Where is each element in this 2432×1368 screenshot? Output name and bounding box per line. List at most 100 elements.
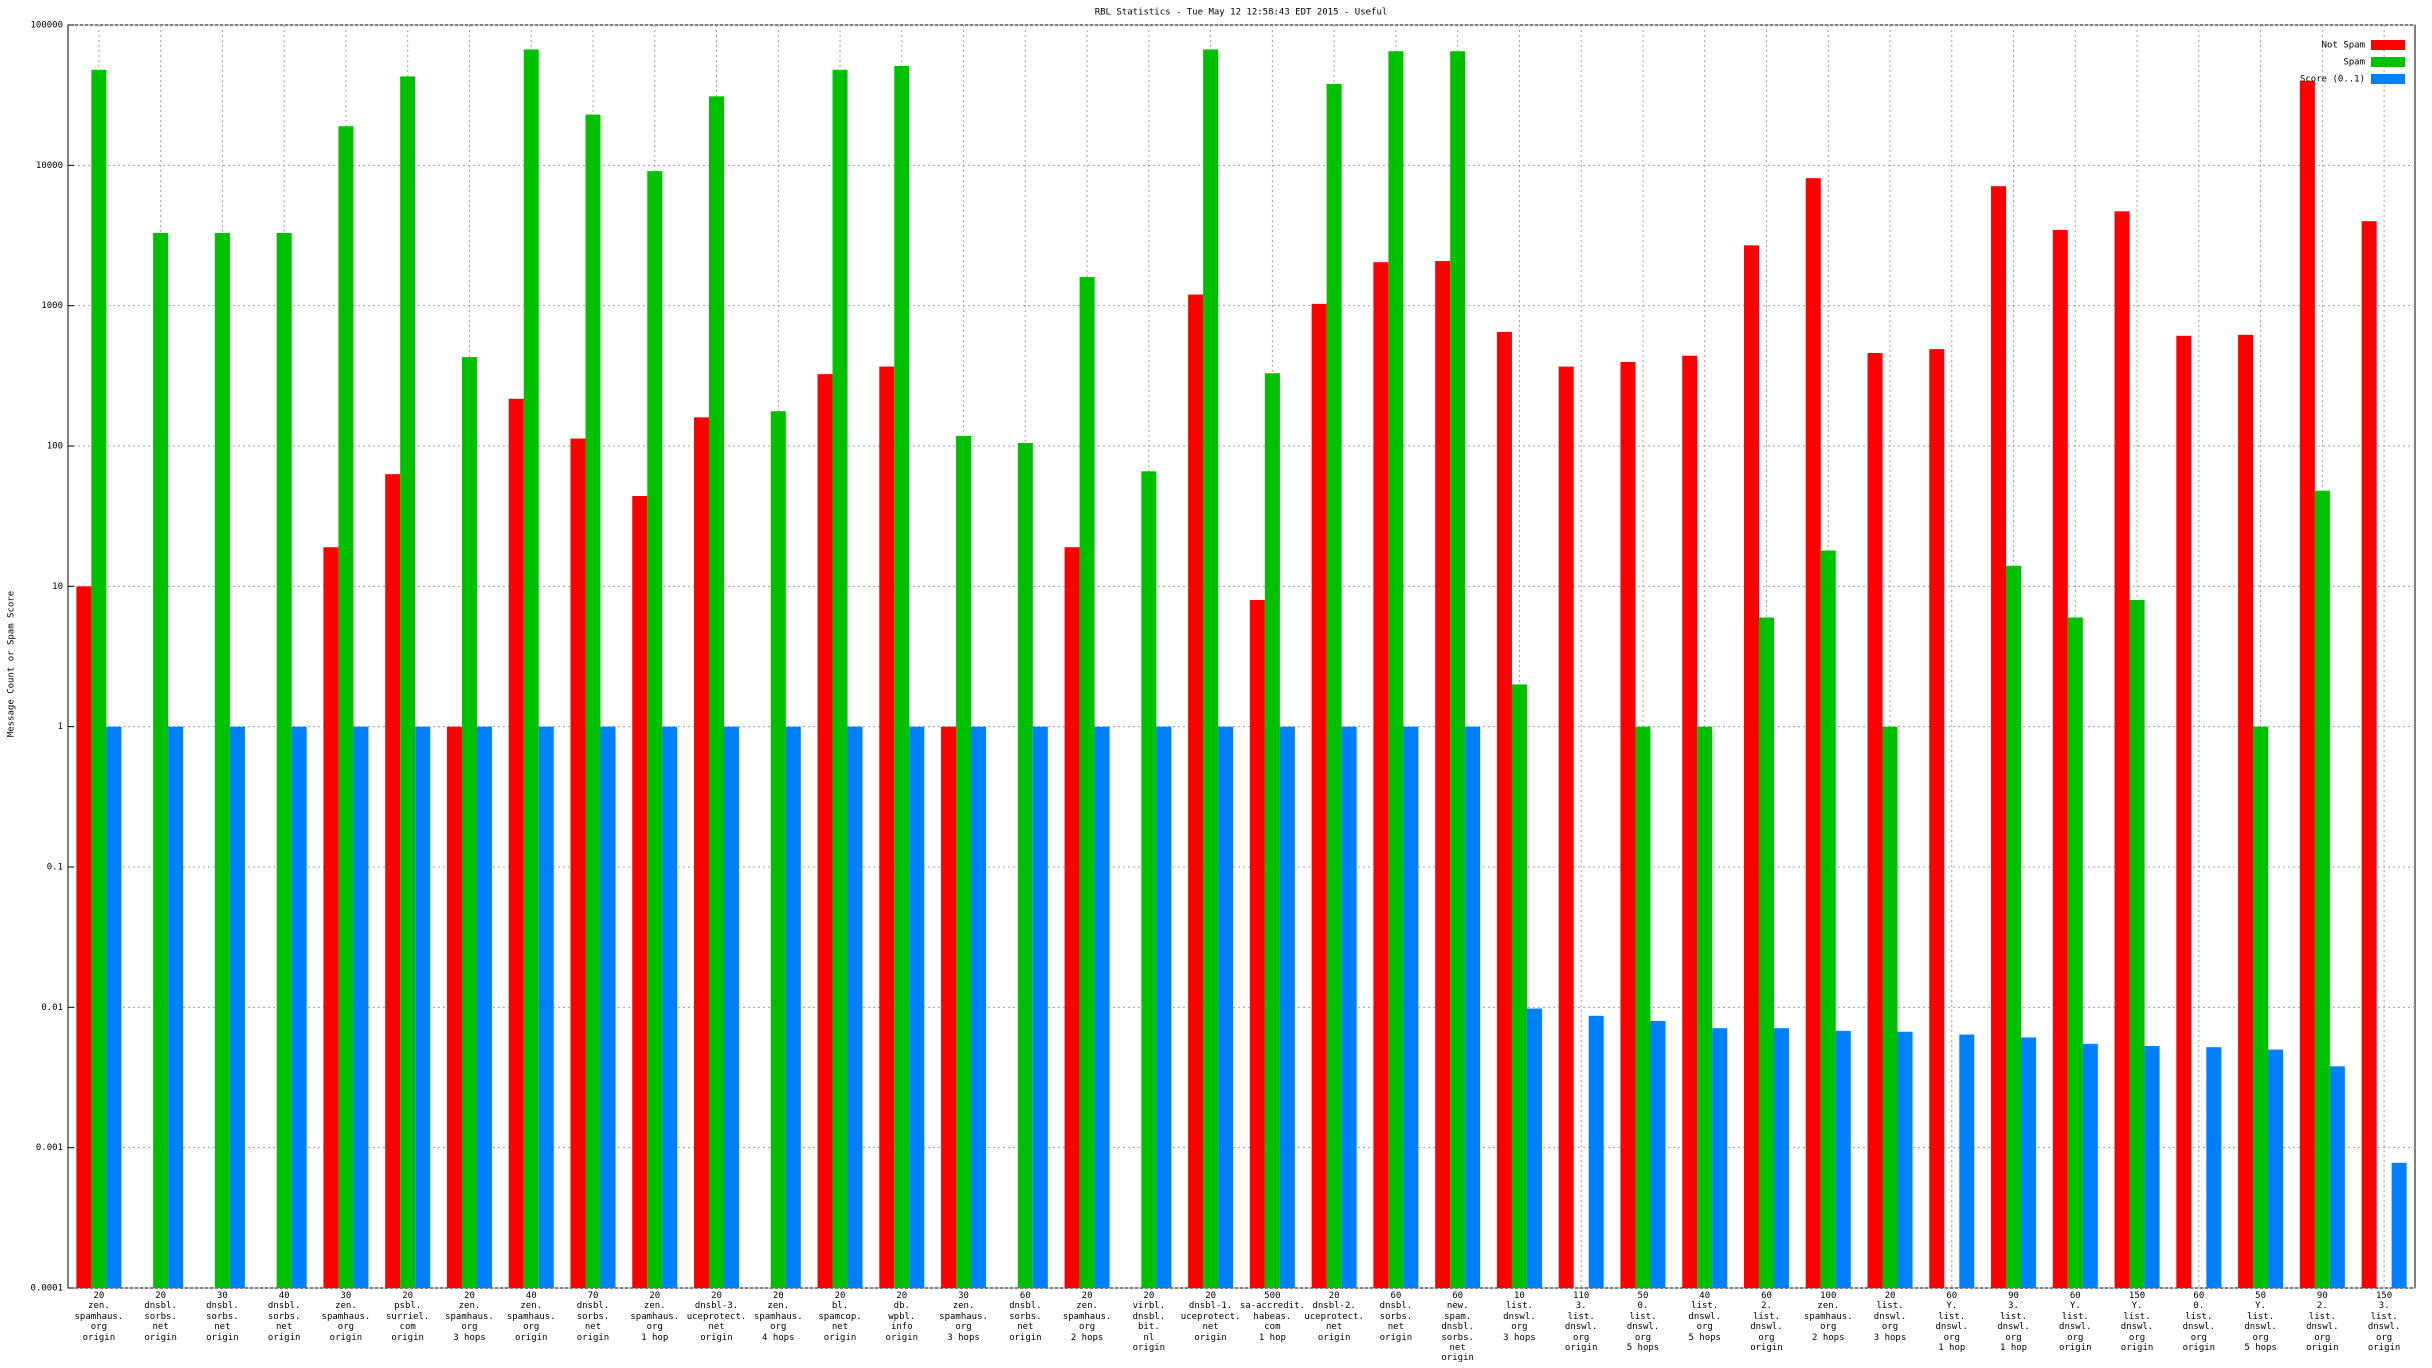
y-axis-label: Message Count or Spam Score [7, 591, 17, 737]
bar [2129, 599, 2145, 1288]
x-tick-label: 60 dnsbl. sorbs. net origin [1009, 1291, 1042, 1343]
bar [168, 726, 184, 1288]
bar [1620, 361, 1636, 1288]
bar [1929, 349, 1945, 1289]
bar [76, 586, 92, 1288]
x-tick-label: 40 zen. spamhaus. org origin [506, 1291, 556, 1343]
bar [1820, 550, 1836, 1288]
bar [847, 726, 863, 1288]
bar [1650, 1020, 1666, 1288]
bar [1588, 1015, 1604, 1288]
bar [2052, 230, 2068, 1288]
x-tick-label: 500 sa-accredit. habeas. com 1 hop [1239, 1291, 1305, 1343]
bar [2067, 617, 2083, 1288]
bar [770, 411, 786, 1289]
bar [1373, 262, 1389, 1289]
bar [879, 366, 895, 1289]
bar [1743, 245, 1759, 1288]
x-tick-label: 40 list. dnswl. org 5 hops [1688, 1291, 1721, 1343]
bar [1773, 1028, 1789, 1288]
bar [2021, 1037, 2037, 1288]
x-tick-label: 90 3. list. dnswl. org 1 hop [1997, 1291, 2030, 1354]
x-tick-label: 150 3. list. dnswl. org origin [2367, 1291, 2401, 1354]
x-tick-label: 20 zen. spamhaus. org origin [74, 1291, 124, 1343]
x-tick-label: 90 2. list. dnswl. org origin [2306, 1291, 2339, 1354]
legend-swatch [2371, 57, 2405, 67]
bar [323, 547, 339, 1288]
bar [415, 726, 431, 1288]
bar [570, 438, 586, 1288]
bar [1450, 51, 1466, 1288]
bar [2238, 334, 2254, 1288]
y-tick-label: 0.1 [47, 863, 63, 873]
bar [1218, 726, 1234, 1288]
x-tick-label: 20 zen. spamhaus. org 4 hops [753, 1291, 803, 1343]
x-tick-label: 20 dnsbl-1. uceprotect. net origin [1180, 1291, 1241, 1343]
bar [694, 417, 710, 1288]
bar [2253, 726, 2269, 1288]
y-tick-label: 1000 [41, 301, 63, 311]
bar [647, 171, 663, 1289]
bar [2114, 211, 2130, 1289]
bar [941, 726, 957, 1288]
bar [1712, 1028, 1728, 1288]
x-tick-label: 50 0. list. dnswl. org 5 hops [1626, 1291, 1660, 1354]
legend-swatch [2371, 74, 2405, 84]
x-tick-label: 20 zen. spamhaus. org 1 hop [630, 1291, 680, 1343]
x-tick-label: 20 dnsbl-2. uceprotect. net origin [1304, 1291, 1364, 1343]
x-tick-label: 30 zen. spamhaus. org 3 hops [939, 1291, 988, 1343]
y-tick-label: 100 [47, 442, 63, 452]
bar [785, 726, 801, 1288]
bar [1141, 471, 1157, 1289]
x-tick-label: 20 virbl. dnsbl. bit. nl origin [1132, 1291, 1166, 1354]
bar [662, 726, 678, 1288]
y-tick-label: 100000 [30, 21, 63, 31]
y-tick-label: 1 [58, 722, 63, 732]
x-tick-label: 40 dnsbl. sorbs. net origin [267, 1291, 301, 1343]
bar [291, 726, 307, 1288]
bar [1156, 726, 1172, 1288]
bar [400, 76, 416, 1288]
bar [724, 726, 740, 1288]
x-tick-label: 20 db. wpbl. info origin [885, 1291, 919, 1343]
bar [446, 726, 462, 1288]
x-tick-label: 60 dnsbl. sorbs. net origin [1379, 1291, 1413, 1343]
bar [1558, 366, 1574, 1289]
legend-label: Spam [2343, 58, 2365, 68]
chart-title: RBL Statistics - Tue May 12 12:58:43 EDT… [1095, 8, 1388, 18]
bar [106, 726, 122, 1288]
y-tick-label: 10 [52, 582, 63, 592]
bar [1341, 726, 1357, 1288]
bar [2314, 490, 2330, 1288]
bar [508, 398, 524, 1289]
x-tick-label: 30 zen. spamhaus. org origin [321, 1291, 371, 1343]
bar [894, 66, 910, 1289]
x-tick-label: 20 dnsbl-3. uceprotect. net origin [686, 1291, 747, 1343]
bar [385, 474, 401, 1289]
legend-swatch [2371, 40, 2405, 50]
bar [1465, 726, 1481, 1288]
bar [585, 114, 601, 1289]
bar [276, 232, 292, 1289]
x-tick-label: 60 new. spam. dnsbl. sorbs. net origin [1441, 1291, 1474, 1364]
x-tick-label: 20 dnsbl. sorbs. net origin [144, 1291, 177, 1343]
bar [1311, 303, 1327, 1288]
bar [1032, 726, 1048, 1288]
bar [2329, 1066, 2345, 1288]
bar [1835, 1030, 1851, 1288]
bar [229, 726, 245, 1288]
bar [1188, 294, 1204, 1288]
bar [153, 232, 169, 1289]
bar [1403, 726, 1419, 1288]
bar [817, 374, 833, 1288]
bar [632, 496, 648, 1288]
bar [214, 232, 230, 1289]
bar [2176, 335, 2192, 1288]
bar [353, 726, 369, 1288]
bar [338, 126, 354, 1288]
bar [1882, 726, 1898, 1288]
x-tick-label: 60 2. list. dnswl. org origin [1750, 1291, 1783, 1354]
bar [1991, 186, 2007, 1288]
